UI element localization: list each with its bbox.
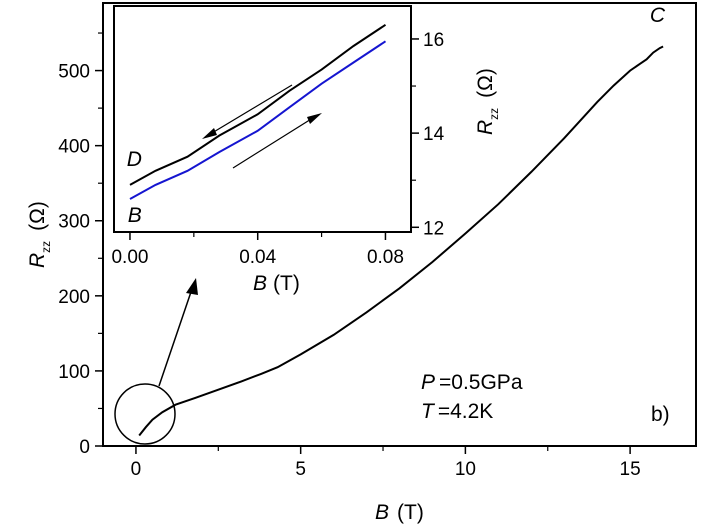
main-y-tick-label: 400 [58, 137, 90, 158]
inset-arrow-right-line [232, 115, 317, 169]
inset-background [114, 6, 411, 232]
annotation-pressure: P =0.5GPa [421, 371, 523, 394]
inset-x-tick-label: 0.00 [111, 247, 148, 268]
main-y-tick-label: 200 [58, 287, 90, 308]
main-ticks [95, 32, 631, 454]
inset-x-tick-label: 0.04 [239, 247, 276, 268]
inset-y-axis-label: Rzz(Ω) [474, 68, 501, 135]
inset-arrow-right-head [307, 113, 322, 124]
main-x-tick-label: 10 [455, 459, 476, 480]
zoom-arrow-line [158, 285, 194, 387]
inset-series-black [129, 23, 387, 186]
panel-label: b) [651, 403, 670, 426]
main-plot-frame [102, 2, 697, 447]
inset-arrow-left-line [206, 84, 293, 137]
main-y-tick-label: 300 [58, 212, 90, 233]
main-x-axis-label: B (T) [375, 501, 424, 524]
inset-tick-labels: 0.00 0.04 0.08 12 14 16 [111, 30, 444, 268]
inset-ticks [129, 38, 419, 240]
main-y-tick-label: 100 [58, 362, 90, 383]
inset-plot-frame [113, 5, 412, 233]
main-tick-labels: 0 5 10 15 0 100 200 300 400 500 [58, 62, 640, 480]
annotation-c: C [650, 4, 666, 27]
main-series-line [138, 45, 664, 437]
inset-arrow-left-head [202, 128, 217, 139]
main-x-tick-label: 15 [620, 459, 641, 480]
main-y-tick-label: 500 [58, 62, 90, 83]
main-x-tick-label: 0 [131, 459, 142, 480]
inset-y-tick-label: 12 [423, 218, 444, 239]
inset-annotation-b: B [128, 204, 142, 227]
main-x-tick-label: 5 [295, 459, 306, 480]
main-y-axis-label: Rzz(Ω) [26, 201, 53, 268]
inset-y-tick-label: 14 [423, 124, 445, 145]
inset-x-axis-label: B (T) [253, 272, 300, 295]
inset-annotation-d: D [127, 148, 142, 171]
annotation-temperature: T =4.2K [421, 400, 493, 423]
inset-y-tick-label: 16 [423, 30, 444, 51]
inset-series-blue [129, 40, 387, 200]
zoom-circle [114, 383, 176, 445]
zoom-arrow-head [186, 278, 198, 295]
main-y-tick-label: 0 [79, 437, 90, 458]
inset-x-tick-label: 0.08 [367, 247, 404, 268]
